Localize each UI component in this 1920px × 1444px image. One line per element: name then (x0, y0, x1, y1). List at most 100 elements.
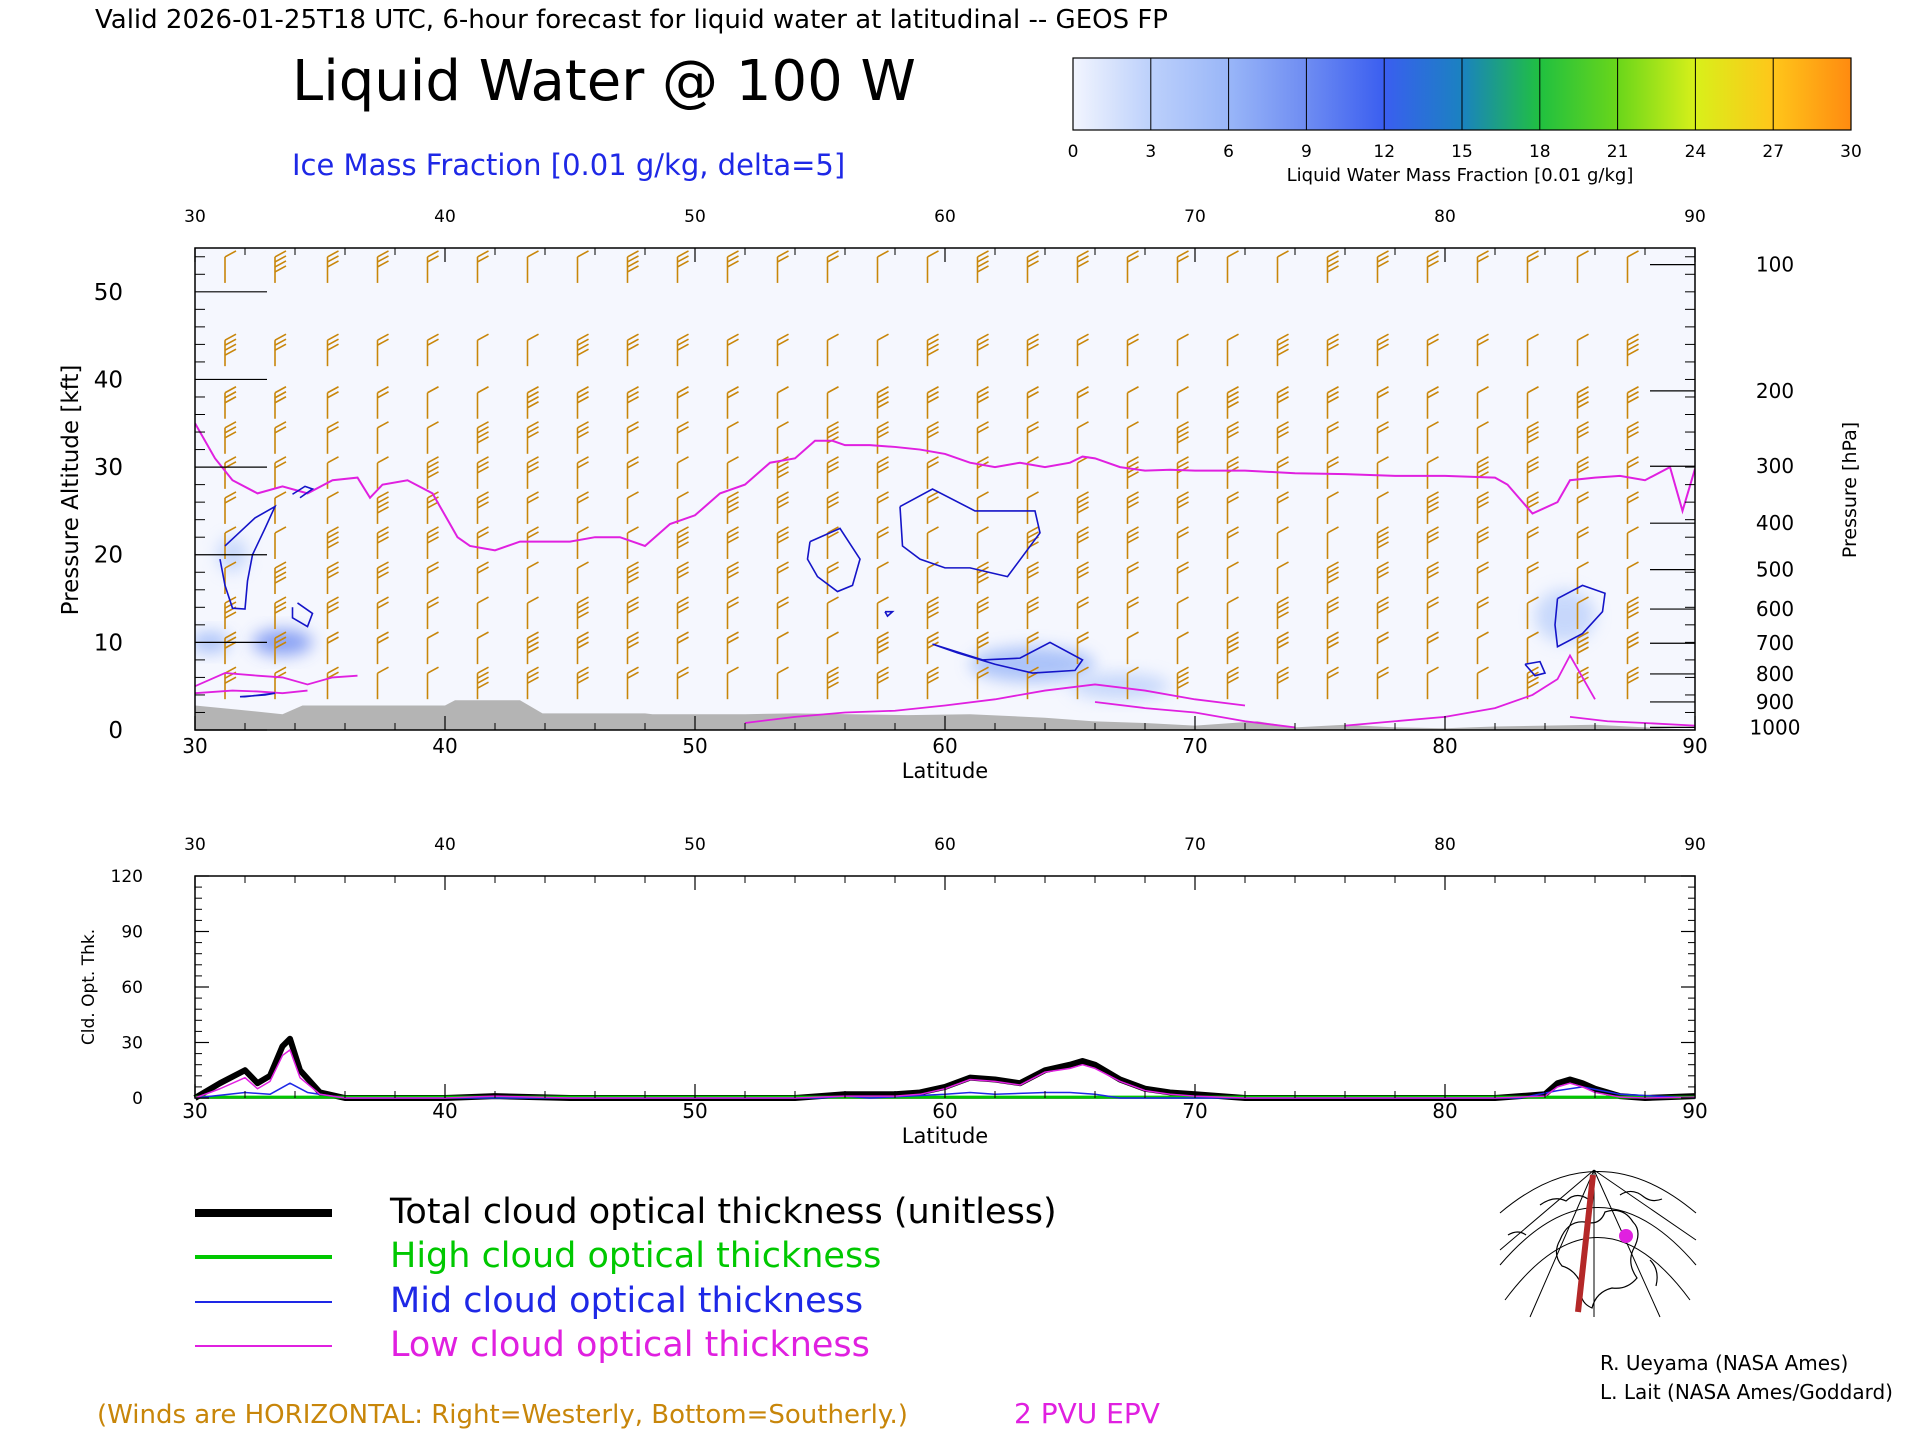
wind-barb-flag (877, 426, 889, 434)
wind-barb-flag (477, 566, 489, 574)
wind-barb-flag (1277, 526, 1289, 534)
wind-barb-flag (727, 531, 739, 539)
wind-barb-flag (1277, 456, 1289, 464)
wind-barb-flag (1227, 531, 1239, 539)
wind-barb-flag (1027, 260, 1039, 268)
pressure-tick-label: 700 (1756, 631, 1794, 655)
wind-barb-flag (377, 596, 389, 604)
wind-barb-flag (927, 676, 939, 684)
wind-barb-flag (927, 456, 939, 464)
wind-barb-flag (577, 343, 589, 351)
wind-barb-flag (1427, 636, 1439, 644)
wind-barb-flag (1527, 666, 1539, 674)
wind-barb-flag (1527, 466, 1539, 474)
wind-barb-flag (1077, 531, 1089, 539)
wind-barb-flag (527, 391, 539, 399)
wind-barb-flag (627, 491, 639, 499)
main-x-axis-label: Latitude (902, 759, 988, 783)
wind-barb (476, 250, 489, 283)
wind-barb-flag (327, 491, 339, 499)
wind-barb (626, 631, 639, 665)
wind-barb (274, 333, 287, 367)
wind-barb (1276, 561, 1289, 595)
wind-barb-flag (327, 671, 339, 679)
wind-barb (726, 631, 739, 665)
wind-barb-flag (477, 671, 489, 679)
wind-barb (274, 491, 287, 524)
wind-barb-flag (1227, 636, 1239, 644)
wind-barb-flag (777, 333, 789, 341)
wind-barb (876, 561, 889, 595)
wind-barb-flag (627, 636, 639, 644)
wind-barb-flag (877, 636, 889, 644)
wind-barb-flag (527, 636, 539, 644)
wind-barb-flag (1377, 260, 1389, 268)
wind-barb-flag (274, 456, 287, 464)
wind-barb (676, 250, 689, 283)
wind-barb-flag (727, 501, 739, 509)
wind-barb-flag (1427, 601, 1439, 609)
wind-barb-flag (1427, 250, 1439, 258)
wind-barb (224, 421, 237, 454)
wind-barb (326, 386, 339, 419)
wind-barb-flag (274, 343, 287, 351)
wind-barb-flag (1427, 566, 1439, 574)
wind-barb-flag (377, 338, 389, 346)
wind-barb-flag (477, 681, 489, 689)
wind-barb-flag (377, 501, 389, 509)
wind-barb-flag (1177, 496, 1189, 504)
wind-barb-flag (1127, 255, 1139, 263)
wind-barb (1226, 333, 1239, 367)
wind-barb-flag (1527, 566, 1539, 574)
wind-barb-flag (377, 666, 389, 674)
wind-barb (1226, 596, 1239, 630)
wind-barb (876, 456, 889, 489)
wind-barb-flag (677, 531, 689, 539)
wind-barb-flag (327, 526, 339, 534)
colorbar-label: Liquid Water Mass Fraction [0.01 g/kg] (1287, 165, 1634, 186)
wind-barb-flag (1627, 343, 1639, 351)
x-tick-label: 90 (1682, 734, 1707, 758)
wind-barb (1226, 386, 1239, 419)
ice-contour (932, 641, 1084, 674)
right-axis-label: Pressure [hPa] (1839, 422, 1861, 558)
x-tick-label-top: 40 (434, 835, 456, 855)
wind-barb-flag (527, 396, 539, 404)
wind-barb-flag (327, 596, 339, 604)
wind-barb-flag (627, 601, 639, 609)
wind-barb-flag (1177, 255, 1189, 263)
wind-barb-flag (327, 631, 339, 639)
wind-barb (1276, 666, 1289, 700)
wind-barb-flag (1627, 561, 1639, 569)
optical-x-axis-label: Latitude (902, 1124, 988, 1148)
wind-barb (224, 491, 237, 524)
wind-barb (376, 250, 389, 283)
wind-barb (1076, 491, 1089, 524)
wind-barb-flag (777, 501, 789, 509)
wind-barb-flag (1277, 641, 1289, 649)
wind-barb (926, 333, 939, 367)
wind-barb (1026, 386, 1039, 419)
wind-barb (1276, 333, 1289, 367)
wind-barb (626, 526, 639, 559)
wind-barb-flag (1577, 561, 1589, 569)
wind-barb-flag (527, 456, 539, 464)
wind-barb-flag (1227, 596, 1239, 604)
wind-barb-flag (1277, 421, 1289, 429)
y-tick-label: 60 (121, 978, 143, 998)
wind-barb (876, 596, 889, 630)
wind-barb-flag (1227, 333, 1239, 341)
wind-barb (1176, 526, 1189, 559)
wind-barb-flag (1627, 611, 1639, 619)
wind-barb-flag (877, 641, 889, 649)
wind-barb-flag (1277, 250, 1289, 258)
ice-contour (1524, 660, 1547, 677)
wind-barb (926, 421, 939, 454)
wind-barb-flag (1577, 531, 1589, 539)
wind-barb (376, 456, 389, 489)
wind-barb-flag (224, 666, 237, 674)
wind-barb (376, 526, 389, 559)
wind-barb (876, 526, 889, 559)
wind-barb-flag (877, 646, 889, 654)
wind-barb (376, 561, 389, 595)
